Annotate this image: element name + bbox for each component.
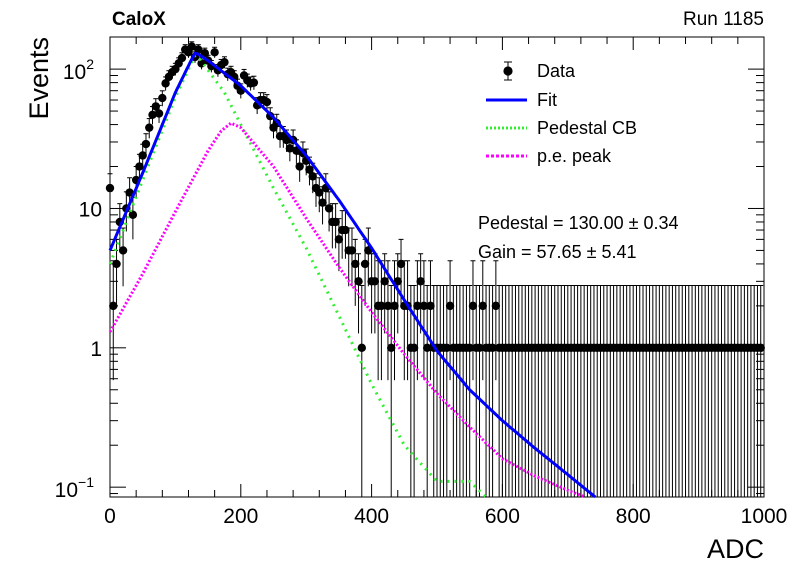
- x-tick-label: 800: [616, 505, 651, 528]
- data-point: [334, 235, 344, 244]
- x-tick-label: 0: [104, 505, 116, 528]
- fit-curves: [108, 51, 597, 499]
- x-tick-label: 200: [223, 505, 258, 528]
- data-point: [756, 343, 765, 353]
- data-point: [357, 343, 366, 353]
- data-point: [158, 93, 167, 103]
- data-point: [315, 188, 324, 197]
- data-point: [128, 210, 138, 220]
- y-tick-label: 10−1: [55, 474, 95, 502]
- data-point: [135, 162, 144, 171]
- data-point: [387, 343, 396, 353]
- y-tick-label: 1: [90, 338, 102, 361]
- y-tick-base: 10: [55, 479, 78, 502]
- data-point: [177, 53, 187, 63]
- data-point: [187, 42, 196, 51]
- data-point: [360, 259, 370, 269]
- y-tick-exponent: 2: [86, 56, 94, 72]
- x-tick-label: 600: [485, 505, 520, 528]
- data-point: [194, 45, 203, 54]
- data-point: [426, 301, 435, 311]
- y-tick-label: 102: [63, 56, 94, 84]
- x-tick-label: 1000: [741, 505, 788, 528]
- data-point: [491, 301, 501, 311]
- y-tick-exponent: −1: [78, 474, 94, 490]
- data-point: [377, 301, 386, 311]
- data-point: [151, 102, 160, 111]
- data-point: [138, 151, 147, 160]
- data-point: [285, 144, 295, 153]
- data-point: [105, 183, 115, 193]
- fit-curve: [108, 51, 597, 499]
- data-point: [220, 58, 229, 67]
- data-point: [465, 343, 474, 353]
- data-point: [354, 277, 363, 286]
- data-point: [324, 204, 334, 213]
- data-point: [416, 277, 425, 286]
- data-point: [109, 301, 118, 311]
- data-point: [331, 217, 340, 227]
- data-point: [370, 277, 380, 286]
- data-point: [413, 301, 422, 311]
- legend: Data Fit Pedestal CB p.e. peak: [486, 61, 637, 166]
- data-point: [445, 301, 455, 311]
- data-point: [409, 343, 419, 353]
- legend-entry-data: Data: [503, 61, 576, 81]
- legend-label-data: Data: [537, 61, 576, 81]
- data-point: [318, 198, 327, 207]
- data-point: [396, 259, 406, 269]
- data-point: [295, 162, 304, 171]
- legend-entry-pedestal: Pedestal CB: [486, 118, 637, 138]
- data-point: [475, 343, 484, 353]
- data-points: [105, 41, 765, 497]
- data-point: [393, 277, 402, 286]
- legend-label-pe-peak: p.e. peak: [537, 146, 612, 166]
- data-point: [390, 301, 399, 311]
- legend-entry-fit: Fit: [486, 90, 557, 110]
- data-point: [112, 259, 121, 269]
- y-tick-label: 10: [79, 198, 102, 221]
- x-tick-labels: 0 200 400 600 800 1000: [104, 505, 787, 528]
- data-point: [347, 246, 357, 255]
- legend-data-marker: [503, 66, 513, 76]
- data-point: [419, 301, 429, 311]
- data-point: [380, 277, 389, 286]
- data-point: [305, 165, 314, 174]
- data-point: [249, 78, 259, 87]
- data-point: [141, 139, 151, 149]
- data-point: [351, 259, 360, 269]
- pedestal-curve: [108, 54, 488, 499]
- annotation-pedestal: Pedestal = 130.00 ± 0.34: [478, 213, 679, 233]
- header-left: CaloX: [112, 9, 166, 30]
- data-point: [442, 343, 452, 353]
- data-point: [125, 188, 134, 197]
- data-point: [210, 48, 219, 57]
- data-point: [468, 301, 478, 311]
- data-point: [145, 123, 154, 132]
- data-point: [262, 97, 272, 107]
- y-tick-base: 10: [63, 61, 86, 84]
- header-right: Run 1185: [683, 9, 764, 30]
- x-axis-label: ADC: [707, 534, 764, 564]
- data-point: [478, 301, 487, 311]
- data-point: [422, 343, 432, 353]
- annotation-gain: Gain = 57.65 ± 5.41: [478, 242, 637, 262]
- pe-peak-curve: [108, 121, 587, 499]
- y-axis-label: Events: [24, 37, 54, 120]
- data-point: [154, 109, 164, 118]
- data-point: [383, 301, 393, 311]
- x-tick-label: 400: [354, 505, 389, 528]
- legend-label-fit: Fit: [537, 90, 557, 110]
- legend-entry-pe-peak: p.e. peak: [486, 146, 612, 166]
- data-point: [488, 343, 497, 353]
- legend-label-pedestal: Pedestal CB: [537, 118, 637, 138]
- data-point: [118, 246, 128, 255]
- data-point: [148, 110, 157, 120]
- data-point: [161, 79, 170, 88]
